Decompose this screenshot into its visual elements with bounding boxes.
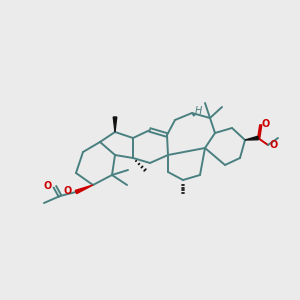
Text: H: H (195, 106, 202, 116)
Text: O: O (270, 140, 278, 150)
Polygon shape (75, 185, 93, 194)
Text: O: O (64, 186, 72, 196)
Text: O: O (44, 181, 52, 191)
Text: O: O (262, 119, 270, 129)
Polygon shape (245, 136, 258, 140)
Polygon shape (113, 117, 117, 132)
